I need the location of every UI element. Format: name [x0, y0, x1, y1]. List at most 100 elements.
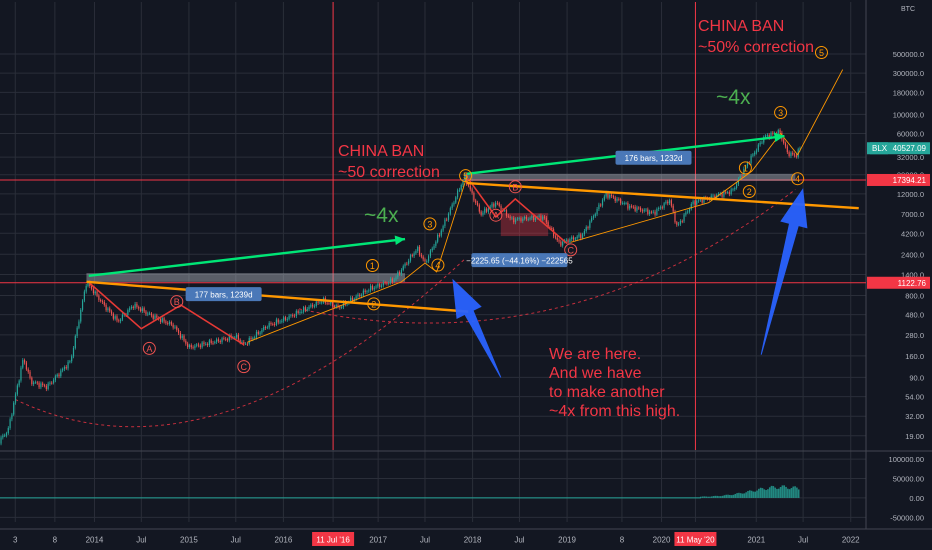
volume-bar	[750, 490, 753, 498]
candle-body	[43, 385, 46, 386]
candle-body	[464, 174, 466, 181]
wave-circle	[774, 106, 788, 120]
candle-body	[389, 278, 392, 283]
candle-body	[187, 343, 189, 348]
candle-body	[326, 302, 328, 304]
candle-body	[56, 374, 58, 377]
candle-body	[214, 341, 216, 344]
candle-body	[746, 162, 749, 167]
wave-label: C	[564, 243, 578, 257]
volume-bar	[734, 493, 737, 498]
candle-body	[185, 340, 187, 344]
candle-body	[355, 296, 357, 299]
candle-body	[121, 314, 124, 320]
symbol-badge	[870, 142, 888, 155]
price-tick-label: 280.0	[905, 331, 924, 340]
volume-bar	[709, 496, 711, 498]
volume-bar	[794, 486, 796, 498]
time-tick-label: 2019	[558, 536, 576, 545]
candle-body	[652, 211, 654, 213]
price-tick-label: 1400.0	[901, 270, 924, 279]
candle-body	[788, 152, 790, 156]
candle-body	[380, 285, 383, 287]
candle-body	[384, 282, 386, 284]
candle-body	[574, 238, 576, 240]
volume-bar	[797, 489, 800, 498]
wave-number: 3	[427, 219, 432, 229]
candle-body	[257, 331, 259, 334]
candle-body	[592, 216, 595, 218]
candle-body	[250, 338, 252, 340]
candle-body	[114, 316, 116, 319]
candle-body	[58, 374, 60, 377]
wave-label: 3	[423, 217, 437, 231]
candle-body	[333, 306, 335, 308]
candle-body	[143, 308, 145, 312]
candle-body	[351, 297, 354, 301]
candle-body	[697, 200, 700, 202]
wave-circle	[508, 180, 522, 194]
candle-body	[377, 283, 379, 287]
price-tick-label: 12000.0	[897, 190, 924, 199]
candle-body	[315, 301, 317, 307]
annotation-text: CHINA BAN	[338, 143, 424, 160]
candle-body	[453, 202, 455, 205]
candle-body	[371, 285, 374, 290]
candle-body	[261, 330, 263, 333]
candle-body	[763, 137, 765, 143]
candle-body	[0, 437, 2, 444]
candle-body	[45, 385, 47, 389]
candle-body	[411, 255, 413, 257]
volume-bar	[781, 485, 784, 498]
candle-body	[585, 227, 587, 232]
candle-body	[531, 215, 533, 219]
measure-label: 177 bars, 1239d	[185, 287, 262, 302]
candle-body	[558, 240, 560, 242]
wave-number: 5	[819, 48, 824, 58]
candle-body	[335, 305, 337, 307]
candle-body	[38, 382, 40, 388]
candle-body	[418, 246, 421, 255]
price-tick-label: 100000.0	[893, 110, 924, 119]
candle-body	[272, 324, 274, 325]
candle-body	[364, 290, 366, 293]
candle-body	[31, 377, 33, 385]
candle-body	[647, 209, 649, 214]
candle-body	[440, 230, 442, 236]
candle-body	[630, 205, 633, 207]
candle-body	[11, 414, 13, 420]
volume-bar	[714, 495, 717, 498]
candle-body	[127, 310, 129, 315]
volume-bar	[716, 495, 718, 498]
candle-body	[310, 304, 312, 307]
wave-number: 1	[370, 261, 375, 271]
time-tick-label: Jul	[231, 536, 241, 545]
candle-body	[520, 218, 522, 222]
candle-body	[174, 326, 176, 328]
candle-body	[51, 382, 53, 384]
candle-body	[36, 382, 38, 384]
wave-label: 3	[774, 106, 788, 120]
time-tick-label: 8	[620, 536, 625, 545]
price-tick-label: 19.00	[905, 432, 924, 441]
annotation-text: ~50% correction	[698, 39, 814, 56]
annotation-text: We are here.	[549, 346, 641, 363]
annotation-text: And we have	[549, 365, 642, 382]
price-tick-label: 32000.0	[897, 153, 924, 162]
candle-body	[495, 202, 497, 207]
arrow-head	[394, 235, 406, 245]
price-tick-label: 2400.0	[901, 250, 924, 259]
candle-body	[138, 306, 140, 309]
candle-body	[475, 200, 477, 203]
candle-body	[476, 202, 479, 206]
candle-body	[101, 301, 104, 302]
measure-label: 176 bars, 1232d	[615, 150, 692, 165]
candle-body	[161, 318, 163, 322]
candle-body	[612, 196, 614, 198]
candle-body	[74, 335, 76, 348]
wave-circle	[791, 172, 805, 186]
wave-label: 4	[431, 258, 445, 272]
candle-body	[656, 209, 658, 215]
candle-body	[607, 192, 609, 198]
